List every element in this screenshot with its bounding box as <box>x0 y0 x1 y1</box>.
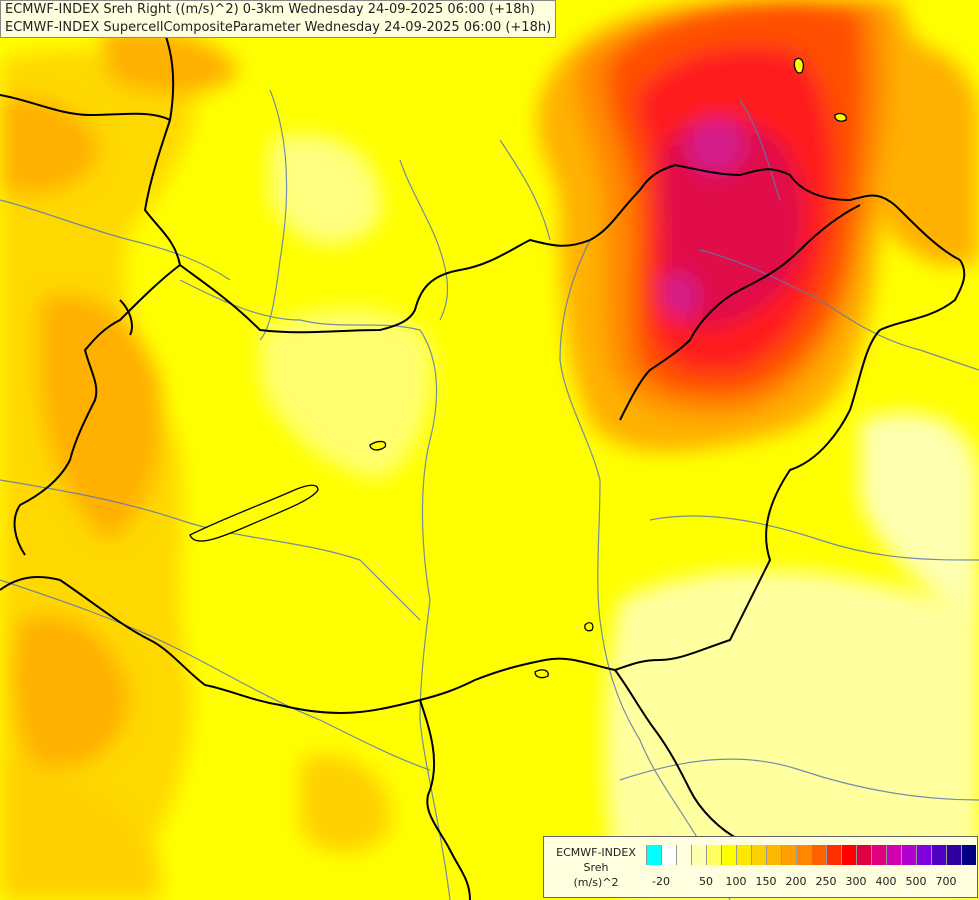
legend-swatch <box>751 845 766 865</box>
river-se <box>619 758 979 801</box>
legend-color-bar <box>646 845 976 865</box>
border-inner-ne <box>619 204 861 421</box>
legend-title: ECMWF-INDEX Sreh (m/s)^2 <box>548 845 644 890</box>
river-e2 <box>649 515 979 561</box>
lake-small-4 <box>793 57 804 74</box>
river-n3 <box>499 139 551 241</box>
legend-swatch <box>706 845 721 865</box>
legend-swatch <box>661 845 676 865</box>
legend-swatch <box>916 845 931 865</box>
river-ne <box>739 99 781 201</box>
lake-balaton <box>189 484 319 542</box>
river-w3 <box>0 579 431 771</box>
field-n-light <box>270 134 382 245</box>
legend-unit: (m/s)^2 <box>573 876 619 889</box>
legend-label: 50 <box>699 875 713 888</box>
map-title-line-1: ECMWF-INDEX Sreh Right ((m/s)^2) 0-3km W… <box>5 2 535 17</box>
legend-label: 300 <box>845 875 867 888</box>
rivers <box>0 89 979 900</box>
legend-swatch <box>766 845 781 865</box>
legend-swatch <box>856 845 871 865</box>
border-sw <box>419 699 471 900</box>
legend-label: 700 <box>935 875 957 888</box>
field-top-orange <box>100 27 240 94</box>
legend-label: -20 <box>652 875 670 888</box>
legend-swatch <box>946 845 961 865</box>
field-south-orange <box>300 754 392 853</box>
field-e-pale <box>860 412 979 620</box>
river-w1 <box>0 199 231 281</box>
legend-swatch <box>736 845 751 865</box>
border-south <box>0 576 616 714</box>
legend-labels: -20 50 100 150 200 250 300 400 500 700 <box>646 875 971 889</box>
field-nw-orange <box>0 97 100 194</box>
map-title-box: ECMWF-INDEX Sreh Right ((m/s)^2) 0-3km W… <box>0 0 557 38</box>
border-west <box>13 264 181 556</box>
legend-swatch <box>931 845 946 865</box>
legend-swatch <box>646 845 661 865</box>
legend-swatch <box>721 845 736 865</box>
legend-label: 200 <box>785 875 807 888</box>
border-north <box>0 94 961 334</box>
legend-label: 250 <box>815 875 837 888</box>
legend-swatch <box>691 845 706 865</box>
field-center-light <box>260 308 433 480</box>
field-sw-bottom <box>0 760 160 900</box>
lake-small-3 <box>534 669 549 679</box>
legend-swatch <box>811 845 826 865</box>
legend-label: 500 <box>905 875 927 888</box>
legend-label: 100 <box>725 875 747 888</box>
river-n1 <box>259 89 288 341</box>
river-n2 <box>399 159 449 321</box>
color-legend: ECMWF-INDEX Sreh (m/s)^2 -20 50 100 150 200 2… <box>543 836 978 898</box>
legend-swatch <box>886 845 901 865</box>
legend-label: 150 <box>755 875 777 888</box>
river-e1 <box>699 249 979 371</box>
border-east <box>614 259 966 671</box>
field-sw-orange <box>13 614 130 768</box>
border-se <box>614 669 741 841</box>
lakes <box>189 57 847 679</box>
legend-variable: Sreh <box>583 861 609 874</box>
map-title-line-2: ECMWF-INDEX SupercellCompositeParameter … <box>5 20 552 35</box>
field-se-pale <box>605 570 979 900</box>
legend-label: 400 <box>875 875 897 888</box>
legend-swatch <box>871 845 886 865</box>
legend-swatch <box>826 845 841 865</box>
legend-swatch <box>676 845 691 865</box>
legend-swatch <box>781 845 796 865</box>
river-w2 <box>0 479 421 621</box>
field-west-darkorange <box>40 294 163 540</box>
hotspot-magenta-1 <box>687 117 745 174</box>
lake-small-2 <box>584 622 594 632</box>
border-nw-inner <box>119 299 133 336</box>
legend-model: ECMWF-INDEX <box>556 846 636 859</box>
lake-small-5 <box>834 113 847 122</box>
legend-swatch <box>961 845 976 865</box>
field-shading <box>0 27 979 900</box>
river-danube <box>179 279 451 900</box>
legend-swatch <box>841 845 856 865</box>
legend-swatch <box>796 845 811 865</box>
river-tisza <box>559 239 731 900</box>
lake-small-1 <box>369 440 387 451</box>
hotspot-magenta-2 <box>660 272 699 319</box>
legend-swatch <box>901 845 916 865</box>
